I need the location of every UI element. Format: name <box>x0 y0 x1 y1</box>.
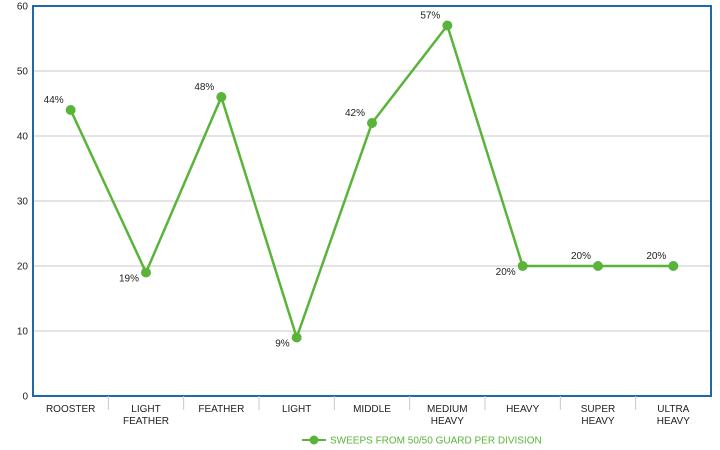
data-label: 44% <box>44 95 64 106</box>
data-point <box>593 261 603 271</box>
data-label: 20% <box>646 251 666 262</box>
legend: SWEEPS FROM 50/50 GUARD PER DIVISION <box>302 435 542 447</box>
y-tick-label: 50 <box>17 67 29 78</box>
data-label: 19% <box>119 274 139 285</box>
data-point <box>668 261 679 271</box>
y-tick-label: 60 <box>17 2 29 13</box>
data-point <box>442 20 453 31</box>
y-tick-label: 20 <box>17 262 29 273</box>
y-axis-ticks: 0 10 20 30 40 50 60 <box>17 2 29 403</box>
data-label: 20% <box>571 251 591 262</box>
x-category-label: MEDIUM HEAVY <box>427 404 468 427</box>
series-line <box>65 20 679 343</box>
data-label: 20% <box>496 267 516 278</box>
data-label: 57% <box>420 11 440 22</box>
data-point <box>216 92 227 102</box>
data-point <box>517 261 528 271</box>
series-polyline <box>69 24 674 339</box>
x-category-label: MIDDLE <box>353 404 391 415</box>
data-point <box>141 267 151 278</box>
x-category-label: ROOSTER <box>46 404 95 415</box>
x-category-label: HEAVY <box>506 404 539 415</box>
data-point <box>291 332 302 343</box>
data-point <box>65 105 76 115</box>
y-tick-label: 40 <box>17 132 29 143</box>
x-category-label: ULTRA HEAVY <box>657 404 690 427</box>
x-category-label: LIGHT FEATHER <box>123 404 169 427</box>
plot-frame <box>32 5 712 397</box>
data-label: 9% <box>275 339 290 350</box>
data-label: 48% <box>194 82 214 93</box>
x-category-label: FEATHER <box>198 404 244 415</box>
data-labels: 44% 19% 48% 9% 42% 57% 20% 20% 20% <box>44 11 667 350</box>
legend-label: SWEEPS FROM 50/50 GUARD PER DIVISION <box>330 436 542 447</box>
grid-lines <box>33 70 711 332</box>
y-tick-label: 30 <box>17 197 29 208</box>
legend-marker <box>309 435 319 445</box>
x-axis-categories: ROOSTER LIGHT FEATHER FEATHER LIGHT MIDDLE MED… <box>46 396 690 427</box>
data-label: 42% <box>345 108 365 119</box>
data-point <box>367 118 377 128</box>
y-tick-label: 0 <box>22 392 28 403</box>
x-category-label: SUPER HEAVY <box>581 404 615 427</box>
y-tick-label: 10 <box>17 327 29 338</box>
x-category-label: LIGHT <box>282 404 311 415</box>
